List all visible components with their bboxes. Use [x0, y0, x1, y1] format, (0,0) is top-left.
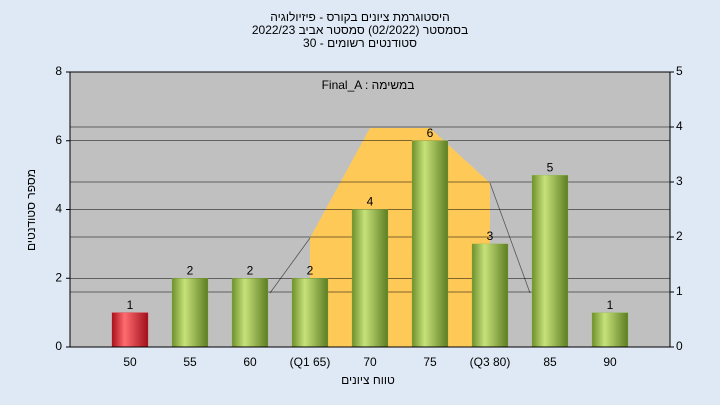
value-label: 6: [427, 126, 434, 140]
x-tick-label: 60: [243, 355, 257, 369]
x-tick-label: (Q1 65): [290, 355, 331, 369]
bar: [231, 278, 269, 348]
annotation: Final_A : במשימה: [322, 78, 415, 92]
x-tick-label: 55: [183, 355, 197, 369]
y2-tick-label: 4: [676, 119, 683, 133]
value-label: 5: [547, 160, 554, 174]
y-tick-label: 2: [55, 270, 62, 284]
chart-subtitle: סטודנטים רשומים - 30: [303, 36, 417, 50]
y2-tick-label: 3: [676, 174, 683, 188]
bar: [471, 243, 509, 348]
value-label: 2: [247, 263, 254, 277]
x-tick-label: 70: [363, 355, 377, 369]
value-label: 1: [127, 298, 134, 312]
x-axis-label: טווח ציונים: [341, 373, 395, 387]
y2-tick-label: 0: [676, 339, 683, 353]
value-label: 2: [307, 263, 314, 277]
x-tick-label: (Q3 80): [470, 355, 511, 369]
y-tick-label: 8: [55, 64, 62, 78]
bar: [411, 140, 449, 348]
bar: [111, 312, 149, 348]
bar: [531, 174, 569, 348]
curve: [269, 237, 311, 294]
bar: [351, 209, 389, 348]
chart-title: היסטוגרמת ציונים בקורס - פיזיולוגיה: [270, 10, 449, 24]
x-tick-label: 85: [543, 355, 557, 369]
plot-frame: [69, 71, 671, 348]
value-label: 1: [607, 298, 614, 312]
x-tick-label: 90: [603, 355, 617, 369]
bar: [171, 278, 209, 348]
value-label: 3: [487, 229, 494, 243]
chart-subtitle: בסמסטר (02/2022) סמסטר אביב 2022/23: [252, 23, 468, 37]
value-label: 4: [367, 195, 374, 209]
bar: [291, 278, 329, 348]
curve: [489, 182, 531, 294]
value-label: 2: [187, 263, 194, 277]
y2-tick-label: 2: [676, 229, 683, 243]
y2-tick-label: 5: [676, 64, 683, 78]
y-tick-label: 6: [55, 133, 62, 147]
bar: [591, 312, 629, 348]
x-tick-label: 75: [423, 355, 437, 369]
x-tick-label: 50: [123, 355, 137, 369]
y2-tick-label: 1: [676, 284, 683, 298]
y-axis-label: מספר סטודנטים: [24, 169, 38, 251]
y-tick-label: 0: [55, 339, 62, 353]
y-tick-label: 4: [55, 202, 62, 216]
